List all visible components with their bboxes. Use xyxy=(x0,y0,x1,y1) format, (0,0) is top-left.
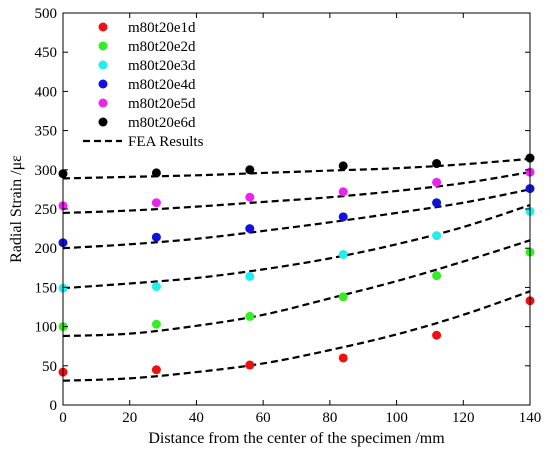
point-m80t20e6d xyxy=(151,168,161,178)
point-m80t20e2d xyxy=(245,311,255,321)
legend-marker-m80t20e3d xyxy=(98,60,108,70)
point-m80t20e2d xyxy=(338,292,348,302)
y-tick-label: 100 xyxy=(35,320,58,336)
point-m80t20e3d xyxy=(338,249,348,259)
point-m80t20e6d xyxy=(245,165,255,175)
x-tick-label: 60 xyxy=(256,410,271,426)
point-m80t20e1d xyxy=(432,330,442,340)
legend-marker-m80t20e2d xyxy=(98,41,108,51)
y-tick-label: 450 xyxy=(35,45,58,61)
x-tick-label: 40 xyxy=(189,410,204,426)
point-m80t20e3d xyxy=(151,282,161,292)
x-tick-label: 120 xyxy=(452,410,475,426)
x-tick-label: 100 xyxy=(385,410,408,426)
point-m80t20e4d xyxy=(151,232,161,242)
y-tick-label: 200 xyxy=(35,241,58,257)
point-m80t20e1d xyxy=(245,360,255,370)
point-m80t20e5d xyxy=(338,187,348,197)
x-axis-title: Distance from the center of the specimen… xyxy=(148,430,445,447)
y-axis-title: Radial Strain /με xyxy=(8,155,25,263)
legend-marker-m80t20e1d xyxy=(98,22,108,32)
data-points xyxy=(58,153,535,377)
y-tick-label: 0 xyxy=(50,398,58,414)
x-tick-label: 20 xyxy=(122,410,137,426)
point-m80t20e3d xyxy=(432,231,442,241)
fea-curve-4 xyxy=(62,188,531,250)
fea-curve-5 xyxy=(62,171,531,215)
fea-curve-2 xyxy=(62,239,531,338)
fea-curve-3 xyxy=(62,204,531,290)
legend-marker-m80t20e6d xyxy=(98,117,108,127)
legend: m80t20e1d m80t20e2d m80t20e3d m80t20e4d m80t… xyxy=(83,20,204,150)
y-tick-label: 300 xyxy=(35,163,58,179)
legend-label-m80t20e6d: m80t20e6d xyxy=(128,115,196,131)
point-m80t20e6d xyxy=(432,159,442,169)
point-m80t20e4d xyxy=(245,224,255,234)
axis-ticks: 0 20 40 60 80 100 120 140 0 50 100 150 200 250 300 350 4… xyxy=(35,6,542,426)
y-tick-label: 350 xyxy=(35,124,58,140)
point-m80t20e4d xyxy=(432,198,442,208)
point-m80t20e2d xyxy=(151,319,161,329)
point-m80t20e5d xyxy=(432,177,442,187)
point-m80t20e5d xyxy=(151,198,161,208)
point-m80t20e2d xyxy=(432,271,442,281)
x-tick-label: 0 xyxy=(59,410,67,426)
fea-curve-6 xyxy=(62,157,531,180)
y-tick-label: 250 xyxy=(35,202,58,218)
x-tick-label: 80 xyxy=(322,410,337,426)
legend-label-m80t20e5d: m80t20e5d xyxy=(128,96,196,112)
x-tick-label: 140 xyxy=(519,410,542,426)
legend-marker-m80t20e5d xyxy=(98,98,108,108)
point-m80t20e1d xyxy=(338,353,348,363)
legend-label-fea: FEA Results xyxy=(128,134,204,150)
y-tick-label: 500 xyxy=(35,6,58,22)
y-tick-label: 150 xyxy=(35,280,58,296)
legend-label-m80t20e1d: m80t20e1d xyxy=(128,20,196,36)
legend-label-m80t20e2d: m80t20e2d xyxy=(128,39,196,55)
point-m80t20e6d xyxy=(338,161,348,171)
fea-curve-1 xyxy=(62,290,531,382)
y-tick-label: 400 xyxy=(35,84,58,100)
y-tick-label: 50 xyxy=(42,359,57,375)
legend-marker-m80t20e4d xyxy=(98,79,108,89)
point-m80t20e1d xyxy=(151,365,161,375)
point-m80t20e4d xyxy=(338,212,348,222)
legend-label-m80t20e4d: m80t20e4d xyxy=(128,77,196,93)
legend-label-m80t20e3d: m80t20e3d xyxy=(128,58,196,74)
fea-curves xyxy=(62,157,531,382)
point-m80t20e5d xyxy=(245,192,255,202)
point-m80t20e3d xyxy=(245,271,255,281)
